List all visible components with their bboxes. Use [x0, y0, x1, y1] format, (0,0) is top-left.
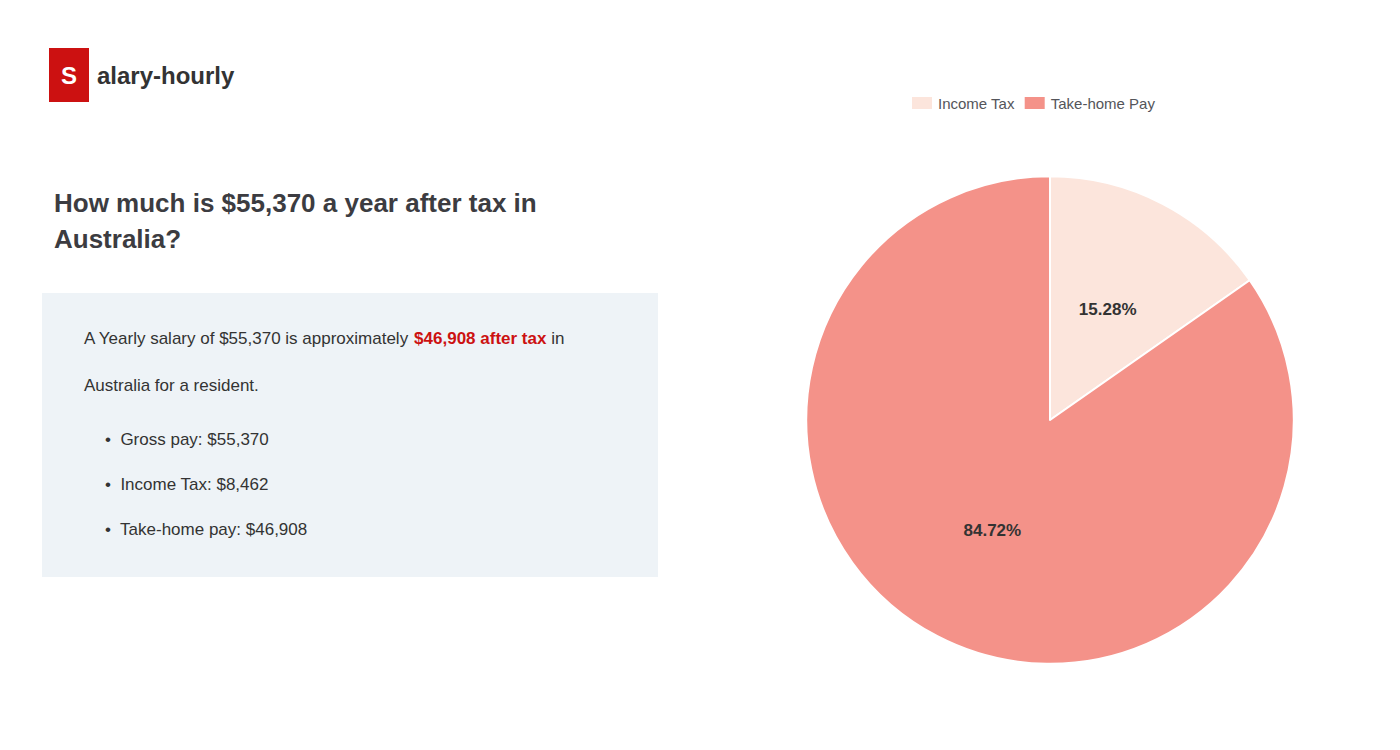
- svg-text:Australia?: Australia?: [54, 224, 181, 254]
- svg-text:alary-hourly: alary-hourly: [97, 62, 235, 89]
- svg-text:84.72%: 84.72%: [963, 521, 1021, 540]
- svg-text:15.28%: 15.28%: [1079, 300, 1137, 319]
- svg-text:How much is $55,370 a year aft: How much is $55,370 a year after tax in: [54, 188, 537, 218]
- svg-text:• Income Tax: $8,462: • Income Tax: $8,462: [105, 475, 268, 494]
- svg-text:Income Tax: Income Tax: [938, 95, 1015, 112]
- svg-text:Take-home Pay: Take-home Pay: [1051, 95, 1156, 112]
- svg-text:A Yearly salary of $55,370 is: A Yearly salary of $55,370 is approximat…: [84, 329, 413, 348]
- svg-text:• Take-home pay: $46,908: • Take-home pay: $46,908: [105, 520, 307, 539]
- svg-text:$46,908 after tax: $46,908 after tax: [414, 329, 547, 348]
- svg-text:Australia for a resident.: Australia for a resident.: [84, 376, 259, 395]
- svg-text:S: S: [61, 62, 77, 89]
- svg-text:• Gross pay: $55,370: • Gross pay: $55,370: [105, 430, 269, 449]
- svg-text:in: in: [546, 329, 564, 348]
